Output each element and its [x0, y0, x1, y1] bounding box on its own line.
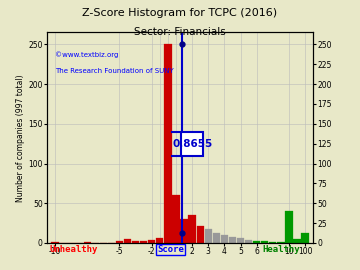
Bar	[124, 239, 131, 243]
Bar	[261, 241, 269, 243]
Bar	[156, 238, 163, 243]
Text: Healthy: Healthy	[262, 245, 300, 254]
Bar	[277, 242, 284, 243]
Bar	[229, 237, 236, 243]
Text: Unhealthy: Unhealthy	[49, 245, 98, 254]
Bar	[140, 241, 147, 243]
Bar	[269, 242, 276, 243]
Text: ©www.textbiz.org: ©www.textbiz.org	[55, 51, 118, 58]
Bar	[84, 242, 91, 243]
Bar	[172, 195, 180, 243]
Bar	[245, 240, 252, 243]
Y-axis label: Number of companies (997 total): Number of companies (997 total)	[16, 74, 25, 201]
Bar	[132, 241, 139, 243]
Bar	[164, 44, 171, 243]
Bar	[180, 219, 188, 243]
Bar	[293, 239, 301, 243]
Bar	[116, 241, 123, 243]
Bar	[285, 211, 293, 243]
Bar	[237, 238, 244, 243]
Bar	[204, 229, 212, 243]
Bar	[148, 240, 156, 243]
Bar	[221, 235, 228, 243]
Text: Z-Score Histogram for TCPC (2016): Z-Score Histogram for TCPC (2016)	[82, 8, 278, 18]
Bar	[253, 241, 260, 243]
Bar	[213, 234, 220, 243]
Text: Sector: Financials: Sector: Financials	[134, 27, 226, 37]
Bar	[189, 215, 196, 243]
Bar	[197, 225, 204, 243]
Text: The Research Foundation of SUNY: The Research Foundation of SUNY	[55, 68, 174, 74]
Bar	[51, 242, 59, 243]
Bar	[301, 234, 309, 243]
Text: Score: Score	[157, 245, 184, 254]
FancyBboxPatch shape	[181, 132, 203, 156]
Text: 0.8655: 0.8655	[172, 139, 213, 149]
